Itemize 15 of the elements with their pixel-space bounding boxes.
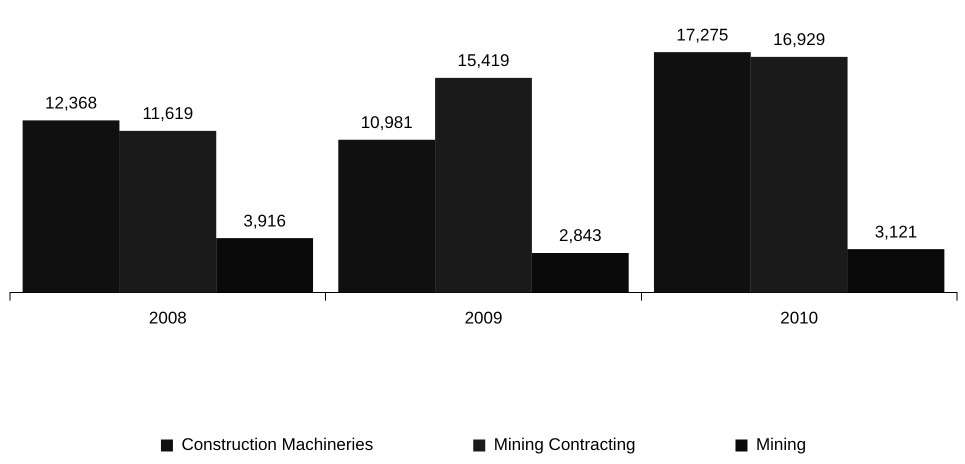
x-tick-label: 2009	[464, 308, 502, 328]
data-label: 12,368	[45, 94, 98, 113]
data-label: 16,929	[773, 30, 826, 50]
legend-label: Mining	[756, 435, 806, 454]
x-tick-label: 2010	[780, 308, 818, 328]
data-label: 10,981	[360, 112, 413, 132]
data-label: 15,419	[458, 51, 510, 70]
legend-label: Construction Machineries	[181, 435, 374, 454]
data-label: 11,619	[142, 104, 194, 124]
legend-label: Mining Contracting	[494, 435, 636, 454]
data-label: 17,275	[676, 25, 728, 44]
data-label: 3,121	[874, 222, 918, 242]
data-label: 2,843	[559, 226, 602, 246]
data-label: 3,916	[243, 211, 286, 230]
x-tick-label: 2008	[148, 308, 187, 328]
